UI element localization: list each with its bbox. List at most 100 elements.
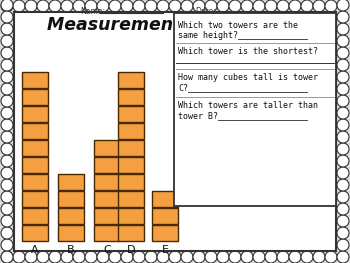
- Circle shape: [277, 251, 289, 263]
- Circle shape: [37, 0, 49, 12]
- Circle shape: [97, 251, 109, 263]
- Circle shape: [61, 0, 73, 12]
- Bar: [22, 123, 48, 139]
- Bar: [152, 225, 178, 241]
- Circle shape: [1, 203, 13, 215]
- Circle shape: [337, 35, 349, 47]
- Circle shape: [337, 83, 349, 95]
- Bar: [118, 225, 144, 241]
- Bar: [22, 89, 48, 105]
- Circle shape: [1, 71, 13, 83]
- Circle shape: [1, 119, 13, 131]
- Circle shape: [1, 167, 13, 179]
- Circle shape: [61, 251, 73, 263]
- Circle shape: [193, 251, 205, 263]
- Bar: [22, 191, 48, 207]
- Circle shape: [217, 251, 229, 263]
- Text: Which tower is the shortest?: Which tower is the shortest?: [178, 47, 318, 56]
- Text: C?________________________: C?________________________: [178, 83, 308, 92]
- Text: Date:: Date:: [195, 8, 216, 17]
- Text: How many cubes tall is tower: How many cubes tall is tower: [178, 73, 318, 82]
- Bar: [22, 174, 48, 190]
- Circle shape: [1, 251, 13, 263]
- Circle shape: [181, 0, 193, 12]
- Circle shape: [1, 107, 13, 119]
- Circle shape: [337, 23, 349, 35]
- Circle shape: [73, 251, 85, 263]
- Circle shape: [169, 251, 181, 263]
- Circle shape: [49, 0, 61, 12]
- Circle shape: [337, 71, 349, 83]
- Circle shape: [313, 0, 325, 12]
- Circle shape: [13, 251, 25, 263]
- Circle shape: [289, 0, 301, 12]
- Circle shape: [253, 0, 265, 12]
- Circle shape: [145, 251, 157, 263]
- Circle shape: [205, 251, 217, 263]
- Circle shape: [1, 191, 13, 203]
- Circle shape: [337, 167, 349, 179]
- Bar: [58, 225, 84, 241]
- Bar: [22, 72, 48, 88]
- Circle shape: [1, 11, 13, 23]
- Circle shape: [109, 0, 121, 12]
- Circle shape: [265, 0, 277, 12]
- Circle shape: [337, 179, 349, 191]
- Bar: [118, 191, 144, 207]
- Circle shape: [229, 0, 241, 12]
- Circle shape: [1, 59, 13, 71]
- Circle shape: [337, 191, 349, 203]
- Circle shape: [25, 251, 37, 263]
- Circle shape: [337, 107, 349, 119]
- Circle shape: [1, 23, 13, 35]
- Circle shape: [1, 0, 13, 12]
- Circle shape: [253, 251, 265, 263]
- Text: Name:: Name:: [80, 8, 105, 17]
- Circle shape: [337, 143, 349, 155]
- Bar: [94, 157, 120, 173]
- Text: C: C: [103, 245, 111, 255]
- Circle shape: [1, 215, 13, 227]
- Circle shape: [229, 251, 241, 263]
- Circle shape: [85, 251, 97, 263]
- Circle shape: [133, 251, 145, 263]
- Circle shape: [157, 251, 169, 263]
- Bar: [94, 191, 120, 207]
- Bar: [58, 191, 84, 207]
- Bar: [118, 89, 144, 105]
- Circle shape: [157, 0, 169, 12]
- Circle shape: [265, 251, 277, 263]
- Circle shape: [181, 251, 193, 263]
- Bar: [118, 157, 144, 173]
- Circle shape: [133, 0, 145, 12]
- Circle shape: [1, 35, 13, 47]
- Bar: [22, 157, 48, 173]
- Circle shape: [1, 227, 13, 239]
- Circle shape: [1, 83, 13, 95]
- Circle shape: [109, 251, 121, 263]
- Circle shape: [1, 47, 13, 59]
- Circle shape: [337, 119, 349, 131]
- Circle shape: [337, 227, 349, 239]
- Text: Measurement Comparison: Measurement Comparison: [47, 16, 303, 34]
- Circle shape: [49, 251, 61, 263]
- Circle shape: [337, 251, 349, 263]
- Bar: [22, 225, 48, 241]
- Circle shape: [337, 47, 349, 59]
- Circle shape: [337, 203, 349, 215]
- Circle shape: [13, 0, 25, 12]
- Circle shape: [337, 0, 349, 11]
- Circle shape: [217, 0, 229, 12]
- Circle shape: [1, 143, 13, 155]
- Circle shape: [313, 251, 325, 263]
- Bar: [118, 140, 144, 156]
- Circle shape: [25, 0, 37, 12]
- Bar: [174, 13, 336, 206]
- Circle shape: [1, 131, 13, 143]
- Circle shape: [145, 0, 157, 12]
- Circle shape: [85, 0, 97, 12]
- Text: D: D: [127, 245, 135, 255]
- Text: A: A: [31, 245, 39, 255]
- Circle shape: [301, 0, 313, 12]
- Circle shape: [1, 251, 13, 263]
